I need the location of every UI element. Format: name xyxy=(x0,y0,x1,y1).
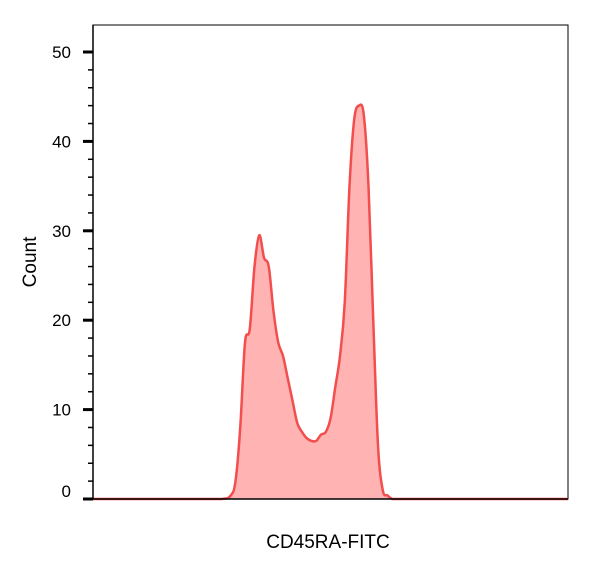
y-tick-label: 0 xyxy=(62,482,71,501)
y-tick-label: 20 xyxy=(52,311,71,330)
y-tick-label: 30 xyxy=(52,222,71,241)
x-axis-title: CD45RA-FITC xyxy=(266,532,390,553)
y-axis-title: Count xyxy=(20,236,41,287)
y-axis-ticks: 0 10 20 30 40 50 xyxy=(52,43,93,501)
y-tick-label: 40 xyxy=(52,132,71,151)
y-tick-label: 50 xyxy=(52,43,71,62)
y-tick-label: 10 xyxy=(52,401,71,420)
